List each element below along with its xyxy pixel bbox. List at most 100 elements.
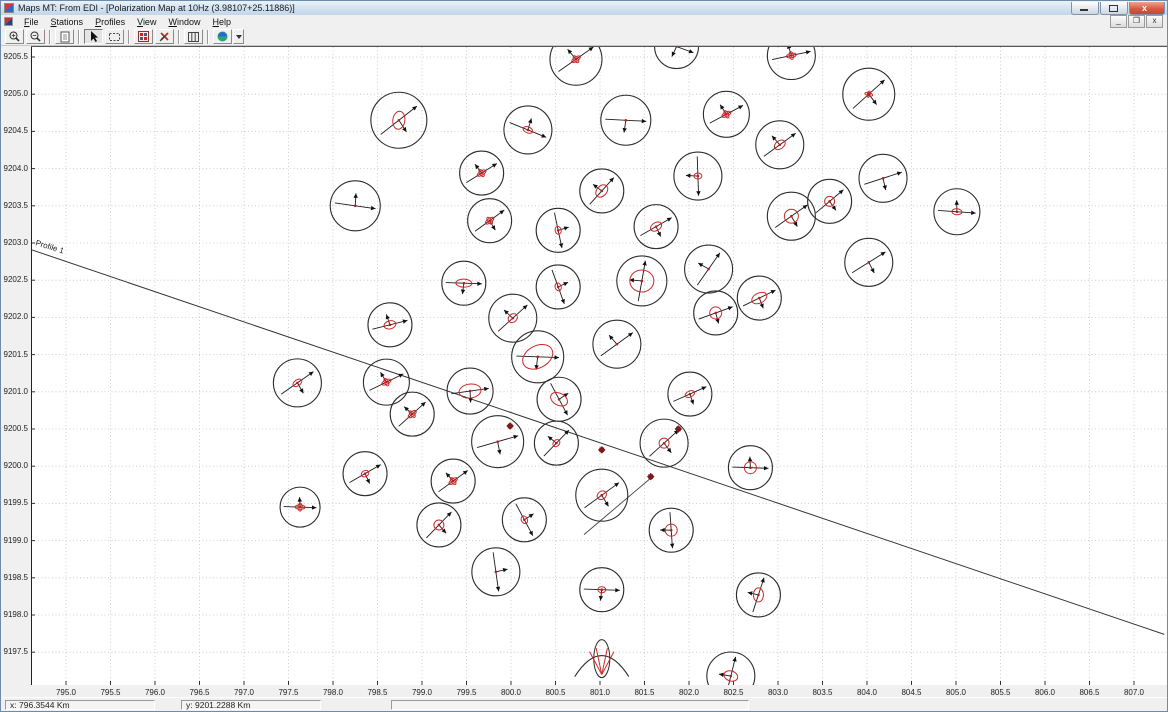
station-marker[interactable] (600, 94, 652, 146)
station-marker[interactable] (579, 168, 625, 214)
child-restore-button[interactable]: ❐ (1128, 15, 1145, 28)
station-marker[interactable] (766, 47, 816, 81)
menu-stations[interactable]: Stations (50, 16, 84, 27)
station-marker[interactable] (536, 376, 582, 422)
station-marker[interactable] (389, 391, 435, 437)
station-marker[interactable] (727, 445, 773, 491)
station-marker[interactable] (342, 451, 388, 497)
station-marker[interactable] (329, 180, 381, 232)
y-tick-label: 9203.0 (3, 238, 28, 247)
station-marker[interactable] (467, 198, 513, 244)
station-marker[interactable] (362, 358, 410, 406)
station-marker[interactable] (616, 255, 668, 307)
station-marker[interactable] (503, 105, 553, 155)
station-marker[interactable] (933, 188, 981, 236)
station-marker[interactable] (639, 418, 689, 468)
station-marker[interactable] (501, 497, 547, 543)
station-marker[interactable] (471, 415, 525, 469)
cursor-arrow-icon (90, 31, 98, 42)
station-marker[interactable] (575, 468, 629, 522)
status-y-label: y: (186, 699, 193, 710)
station-marker[interactable] (430, 458, 476, 504)
x-tick-label: 798.5 (367, 688, 388, 697)
station-marker[interactable] (736, 275, 782, 321)
map-3d-button[interactable] (213, 29, 232, 44)
menu-window[interactable]: Window (168, 16, 201, 27)
polarization-map[interactable]: Profile 1 (31, 46, 1167, 686)
station-marker[interactable] (858, 153, 908, 203)
app-icon (4, 3, 14, 13)
station-marker[interactable] (684, 244, 734, 294)
station-marker[interactable] (807, 178, 853, 224)
station-marker[interactable] (549, 47, 603, 86)
profile-line[interactable]: Profile 1 (31, 238, 1165, 635)
zoom-out-button[interactable] (26, 29, 45, 44)
station-marker[interactable] (755, 120, 805, 170)
station-marker[interactable] (706, 651, 756, 686)
profile-label: Profile 1 (34, 238, 65, 255)
station-marker[interactable] (574, 639, 630, 679)
select-arrow-button[interactable] (84, 29, 103, 44)
x-tick-label: 802.5 (723, 688, 744, 697)
child-minimize-button[interactable]: _ (1110, 15, 1127, 28)
menu-view[interactable]: View (137, 16, 157, 27)
station-marker[interactable] (535, 264, 581, 310)
menu-help[interactable]: Help (212, 16, 231, 27)
zoom-in-button[interactable] (5, 29, 24, 44)
station-marker[interactable] (488, 293, 538, 343)
flag-marker[interactable] (598, 446, 606, 454)
station-marker[interactable] (735, 572, 781, 618)
station-marker[interactable] (673, 151, 723, 201)
maximize-button[interactable] (1100, 1, 1128, 15)
station-marker[interactable] (446, 367, 494, 415)
menu-file[interactable]: File (24, 16, 39, 27)
print-icon (60, 31, 69, 42)
close-button[interactable]: x (1129, 1, 1165, 15)
flag-marker[interactable] (646, 472, 655, 481)
station-marker[interactable] (416, 502, 462, 548)
y-tick-label: 9199.0 (3, 535, 28, 545)
title-bar[interactable]: Maps MT: From EDI - [Polarization Map at… (1, 1, 1167, 16)
minimize-button[interactable] (1071, 1, 1099, 15)
station-marker[interactable] (653, 47, 700, 70)
station-marker[interactable] (471, 547, 521, 597)
edit-delete-button[interactable] (155, 29, 174, 44)
zoom-out-icon (30, 31, 41, 42)
stations-grid-button[interactable] (134, 29, 153, 44)
station-marker[interactable] (844, 237, 894, 287)
toolbar-separator (128, 29, 130, 44)
station-marker[interactable] (693, 290, 739, 336)
status-x-label: x: (10, 699, 17, 710)
flag-marker[interactable] (674, 425, 683, 433)
menu-profiles[interactable]: Profiles (95, 16, 126, 27)
y-tick-label: 9198.5 (3, 572, 28, 582)
station-marker[interactable] (535, 207, 581, 253)
station-marker[interactable] (592, 319, 642, 369)
station-marker[interactable] (279, 486, 321, 528)
x-tick-label: 796.5 (189, 688, 210, 697)
station-marker[interactable] (579, 567, 625, 613)
child-close-button[interactable]: x (1146, 15, 1163, 28)
x-tick-label: 800.0 (500, 688, 522, 697)
station-marker[interactable] (459, 150, 505, 196)
station-marker[interactable] (370, 91, 428, 149)
station-marker[interactable] (441, 260, 487, 306)
y-tick-label: 9202.0 (3, 312, 28, 322)
y-tick-label: 9199.5 (3, 498, 28, 508)
x-tick-label: 803.5 (812, 688, 833, 697)
station-marker[interactable] (633, 204, 679, 250)
flag-marker[interactable] (506, 422, 514, 430)
station-marker[interactable] (766, 191, 816, 241)
table-view-button[interactable] (184, 29, 203, 44)
station-marker[interactable] (511, 330, 565, 384)
station-marker[interactable] (648, 507, 694, 553)
station-marker[interactable] (533, 420, 579, 466)
station-marker[interactable] (842, 67, 896, 121)
zoom-box-button[interactable] (105, 29, 124, 44)
station-marker[interactable] (667, 371, 713, 417)
station-marker[interactable] (272, 358, 322, 408)
print-button[interactable] (55, 29, 74, 44)
station-marker[interactable] (367, 302, 413, 348)
map-3d-dropdown[interactable] (233, 29, 244, 44)
station-marker[interactable] (702, 90, 750, 138)
